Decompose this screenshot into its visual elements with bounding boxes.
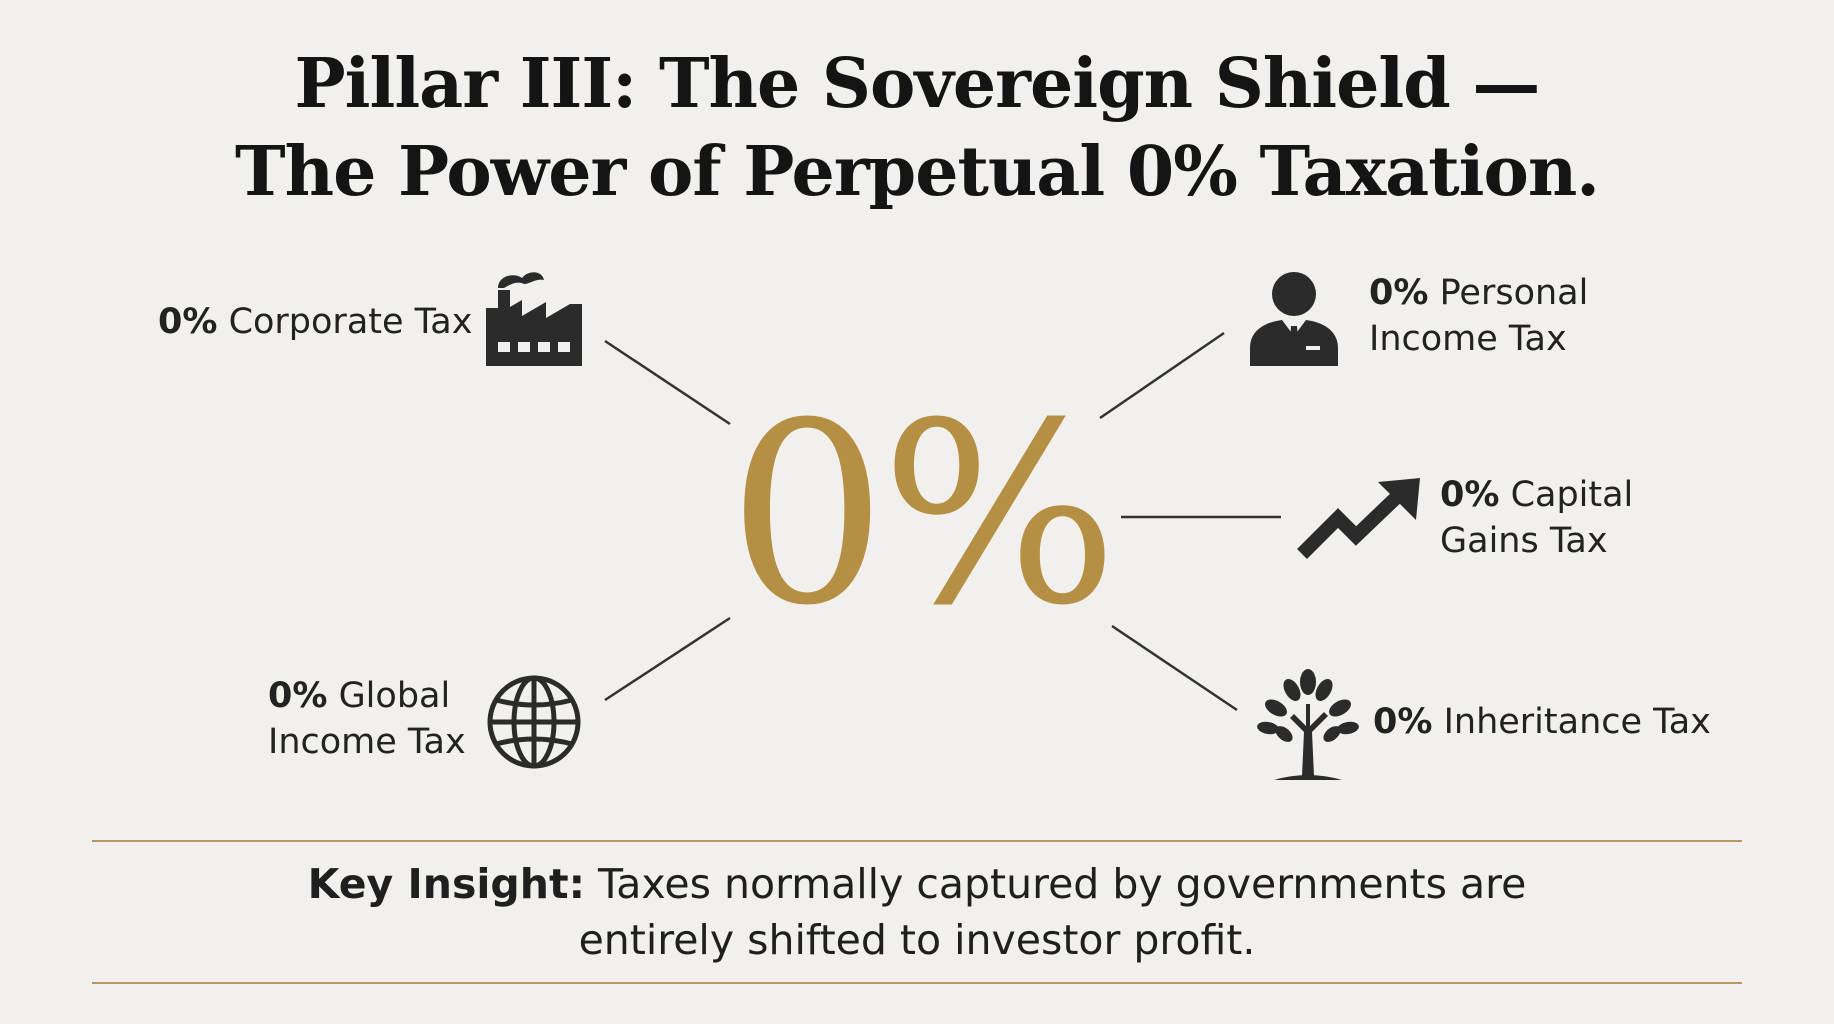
inheritance-tax-text: Inheritance Tax [1443, 702, 1711, 742]
globe-icon [487, 675, 581, 769]
capital-gains-tax-line2: Gains Tax [1440, 521, 1608, 561]
inheritance-tax-label: 0% Inheritance Tax [1373, 699, 1711, 745]
center-zero-percent: 0% [727, 369, 1119, 660]
personal-income-tax-label: 0% Personal Income Tax [1369, 270, 1588, 362]
personal-income-tax-pct: 0% [1369, 273, 1429, 313]
global-income-tax-line1: Global [338, 676, 451, 716]
inheritance-tax-pct: 0% [1373, 702, 1433, 742]
connector-inheritance [1111, 624, 1238, 712]
tree-icon [1257, 669, 1359, 780]
global-income-tax-pct: 0% [268, 676, 328, 716]
trend-up-arrow-icon [1297, 478, 1420, 559]
corporate-tax-pct: 0% [158, 302, 218, 342]
capital-gains-tax-line1: Capital [1510, 475, 1634, 515]
businessman-icon [1250, 272, 1338, 366]
corporate-tax-text: Corporate Tax [228, 302, 473, 342]
divider-bottom [92, 982, 1742, 984]
divider-top [92, 840, 1742, 842]
capital-gains-tax-label: 0% Capital Gains Tax [1440, 472, 1633, 564]
page-title: Pillar III: The Sovereign Shield — The P… [0, 40, 1834, 216]
key-insight-label: Key Insight: [307, 860, 585, 908]
key-insight: Key Insight: Taxes normally captured by … [0, 856, 1834, 968]
connector-global [604, 616, 731, 702]
title-line-1: Pillar III: The Sovereign Shield — [294, 44, 1541, 124]
key-insight-line2: entirely shifted to investor profit. [578, 916, 1256, 964]
global-income-tax-label: 0% Global Income Tax [268, 673, 466, 765]
title-line-2: The Power of Perpetual 0% Taxation. [235, 132, 1600, 212]
personal-income-tax-line1: Personal [1439, 273, 1589, 313]
corporate-tax-label: 0% Corporate Tax [158, 299, 472, 345]
global-income-tax-line2: Income Tax [268, 722, 466, 762]
connector-corporate [604, 339, 731, 426]
personal-income-tax-line2: Income Tax [1369, 319, 1567, 359]
key-insight-line1: Taxes normally captured by governments a… [598, 860, 1527, 908]
factory-icon [486, 272, 582, 366]
connector-personal [1099, 331, 1225, 420]
capital-gains-tax-pct: 0% [1440, 475, 1500, 515]
